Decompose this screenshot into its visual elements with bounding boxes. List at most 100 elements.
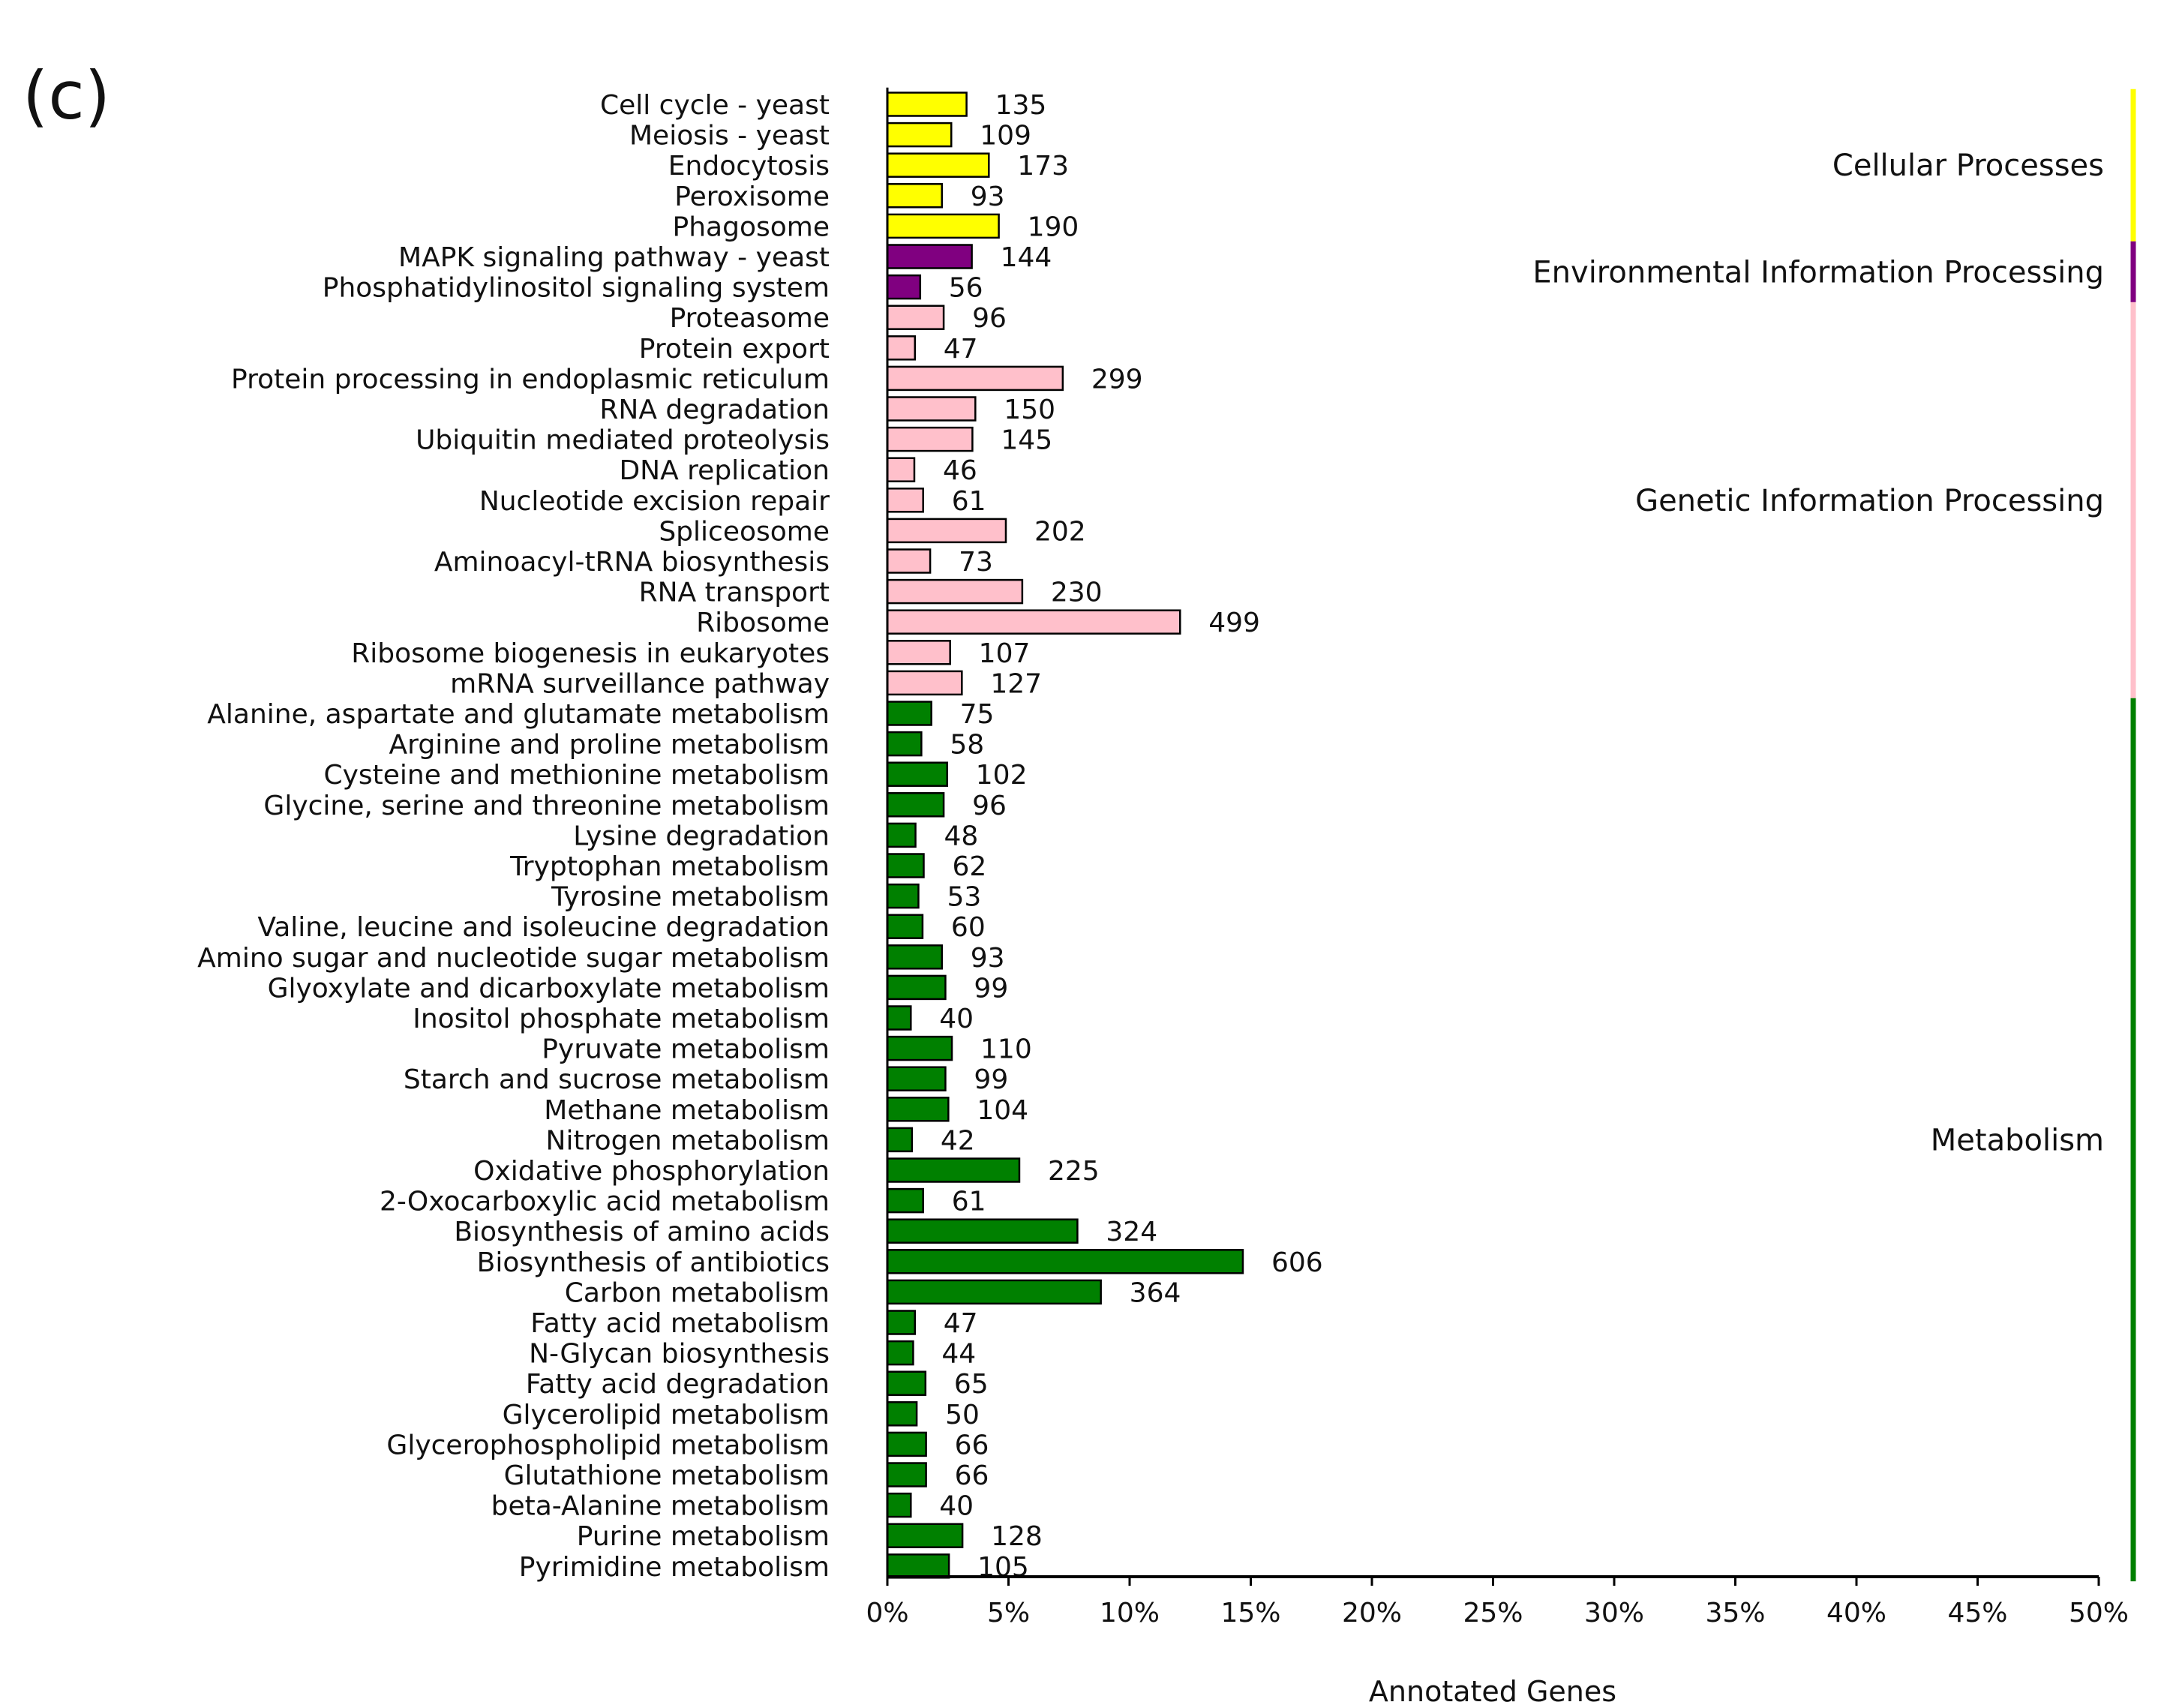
bar-rna-degradation: [886, 396, 977, 422]
bar-value-pyruvate-metabolism: 110: [980, 1034, 1032, 1065]
bar-fatty-acid-metabolism: [886, 1310, 917, 1335]
category-label-rna-transport: RNA transport: [639, 578, 830, 608]
x-tick-label-0: 0%: [866, 1598, 908, 1628]
category-label-glycine-serine-and-threonine-metabolism: Glycine, serine and threonine metabolism: [263, 791, 830, 821]
bar-glycerophospholipid-metabolism: [886, 1431, 927, 1457]
bar-carbon-metabolism: [886, 1279, 1102, 1305]
bar-value-endocytosis: 173: [1017, 151, 1069, 182]
x-axis: 0% 5% 10% 15% 20% 25% 30% 35% 40% 45% 50%: [866, 87, 2129, 1628]
category-label-spliceosome: Spliceosome: [659, 516, 830, 547]
bar-value-fatty-acid-metabolism: 47: [944, 1308, 978, 1339]
bar-value-tryptophan-metabolism: 62: [952, 851, 986, 882]
bar-phagosome: [886, 213, 1000, 239]
bar-value-glycerolipid-metabolism: 50: [945, 1400, 980, 1430]
bar-value-rna-degradation: 150: [1004, 395, 1055, 425]
bar-oxidative-phosphorylation: [886, 1157, 1021, 1183]
bar-glycerolipid-metabolism: [886, 1401, 918, 1427]
bar-value-meiosis-yeast: 109: [980, 121, 1031, 152]
bar-rna-transport: [886, 578, 1024, 605]
bar-value-cell-cycle-yeast: 135: [995, 90, 1047, 121]
category-label-rna-degradation: RNA degradation: [599, 395, 830, 425]
category-label-oxidative-phosphorylation: Oxidative phosphorylation: [473, 1156, 830, 1187]
category-label-glycerophospholipid-metabolism: Glycerophospholipid metabolism: [386, 1430, 830, 1460]
bar-value-protein-processing-in-endoplasmic-reticulum: 299: [1091, 364, 1143, 395]
bar-value-inositol-phosphate-metabolism: 40: [939, 1004, 974, 1034]
category-label-phagosome: Phagosome: [673, 212, 830, 242]
category-label-mrna-surveillance-pathway: mRNA surveillance pathway: [450, 668, 830, 699]
bar-value-beta-alanine-metabolism: 40: [939, 1491, 974, 1522]
bar-pyrimidine-metabolism: [886, 1553, 950, 1579]
category-label-proteasome: Proteasome: [670, 303, 830, 334]
category-label-pyrimidine-metabolism: Pyrimidine metabolism: [519, 1552, 830, 1583]
bar-inositol-phosphate-metabolism: [886, 1005, 912, 1031]
bar-tyrosine-metabolism: [886, 883, 920, 909]
bar-n-glycan-biosynthesis: [886, 1340, 914, 1366]
bar-value-biosynthesis-of-antibiotics: 606: [1271, 1247, 1323, 1278]
category-label-ubiquitin-mediated-proteolysis: Ubiquitin mediated proteolysis: [416, 425, 830, 456]
bar-endocytosis: [886, 152, 990, 178]
bar-value-glyoxylate-and-dicarboxylate-metabolism: 99: [974, 973, 1008, 1004]
bar-nucleotide-excision-repair: [886, 488, 924, 513]
bar-value-nucleotide-excision-repair: 61: [952, 486, 986, 517]
bar-value-carbon-metabolism: 364: [1130, 1277, 1181, 1308]
bar-value-spliceosome: 202: [1034, 516, 1086, 547]
bar-value-glycerophospholipid-metabolism: 66: [955, 1430, 989, 1460]
category-label-tryptophan-metabolism: Tryptophan metabolism: [509, 851, 830, 882]
bar-value-ribosome-biogenesis-in-eukaryotes: 107: [979, 638, 1031, 669]
bar-value-aminoacyl-trna-biosynthesis: 73: [959, 547, 993, 578]
group-label-environmental-information-processing: Environmental Information Processing: [1532, 255, 2104, 290]
x-axis-label: Annotated Genes: [1369, 1675, 1616, 1708]
bar-value-oxidative-phosphorylation: 225: [1048, 1156, 1100, 1187]
category-label-cysteine-and-methionine-metabolism: Cysteine and methionine metabolism: [323, 760, 830, 791]
data-labels: 1351091739319014456964729915014546612027…: [939, 90, 1322, 1583]
bar-proteasome: [886, 305, 945, 330]
bar-value-arginine-and-proline-metabolism: 58: [950, 730, 984, 761]
category-label-mapk-signaling-pathway-yeast: MAPK signaling pathway - yeast: [398, 242, 830, 273]
bar-value-nitrogen-metabolism: 42: [941, 1125, 975, 1156]
category-label-aminoacyl-trna-biosynthesis: Aminoacyl-tRNA biosynthesis: [434, 547, 830, 578]
bar-biosynthesis-of-antibiotics: [886, 1249, 1244, 1274]
category-label-tyrosine-metabolism: Tyrosine metabolism: [551, 882, 830, 913]
category-label-phosphatidylinositol-signaling-system: Phosphatidylinositol signaling system: [323, 273, 830, 304]
category-label-cell-cycle-yeast: Cell cycle - yeast: [600, 90, 830, 121]
category-label-fatty-acid-degradation: Fatty acid degradation: [526, 1369, 830, 1400]
category-label-valine-leucine-and-isoleucine-degradation: Valine, leucine and isoleucine degradati…: [257, 912, 830, 943]
category-label-fatty-acid-metabolism: Fatty acid metabolism: [530, 1308, 830, 1339]
bar-value-proteasome: 96: [972, 303, 1007, 334]
bar-value-protein-export: 47: [944, 334, 978, 365]
bar-aminoacyl-trna-biosynthesis: [886, 548, 932, 574]
bar-value-ubiquitin-mediated-proteolysis: 145: [1001, 425, 1052, 456]
category-label-ribosome-biogenesis-in-eukaryotes: Ribosome biogenesis in eukaryotes: [351, 638, 830, 669]
bar-ribosome: [886, 609, 1181, 635]
bar-value-methane-metabolism: 104: [977, 1095, 1028, 1126]
bar-nitrogen-metabolism: [886, 1127, 914, 1153]
category-label-protein-processing-in-endoplasmic-reticulum: Protein processing in endoplasmic reticu…: [231, 364, 830, 395]
category-label-nucleotide-excision-repair: Nucleotide excision repair: [479, 486, 830, 517]
bar-glycine-serine-and-threonine-metabolism: [886, 792, 945, 818]
bar-series: [886, 92, 1244, 1579]
category-label-biosynthesis-of-amino-acids: Biosynthesis of amino acids: [454, 1217, 830, 1247]
category-label-nitrogen-metabolism: Nitrogen metabolism: [546, 1125, 830, 1156]
bar-cysteine-and-methionine-metabolism: [886, 761, 949, 787]
bar-value-biosynthesis-of-amino-acids: 324: [1106, 1217, 1157, 1247]
bar-ubiquitin-mediated-proteolysis: [886, 426, 974, 452]
category-label-pyruvate-metabolism: Pyruvate metabolism: [542, 1034, 830, 1065]
x-tick-label-3: 15%: [1220, 1598, 1280, 1628]
bar-value-fatty-acid-degradation: 65: [954, 1369, 989, 1400]
category-label-lysine-degradation: Lysine degradation: [573, 821, 830, 851]
category-label-inositol-phosphate-metabolism: Inositol phosphate metabolism: [413, 1004, 830, 1034]
x-tick-label-6: 30%: [1584, 1598, 1644, 1628]
bar-ribosome-biogenesis-in-eukaryotes: [886, 640, 951, 665]
bar-arginine-and-proline-metabolism: [886, 731, 923, 757]
x-tick-label-7: 35%: [1705, 1598, 1765, 1628]
bar-value-mrna-surveillance-pathway: 127: [990, 668, 1042, 699]
bar-purine-metabolism: [886, 1523, 964, 1548]
bar-tryptophan-metabolism: [886, 853, 925, 878]
bar-value-dna-replication: 46: [943, 455, 977, 486]
group-label-metabolism: Metabolism: [1931, 1123, 2104, 1157]
bar-mrna-surveillance-pathway: [886, 670, 963, 696]
bar-value-cysteine-and-methionine-metabolism: 102: [976, 760, 1028, 791]
bar-amino-sugar-and-nucleotide-sugar-metabolism: [886, 944, 943, 970]
bar-spliceosome: [886, 518, 1007, 544]
bar-value-tyrosine-metabolism: 53: [947, 882, 981, 913]
